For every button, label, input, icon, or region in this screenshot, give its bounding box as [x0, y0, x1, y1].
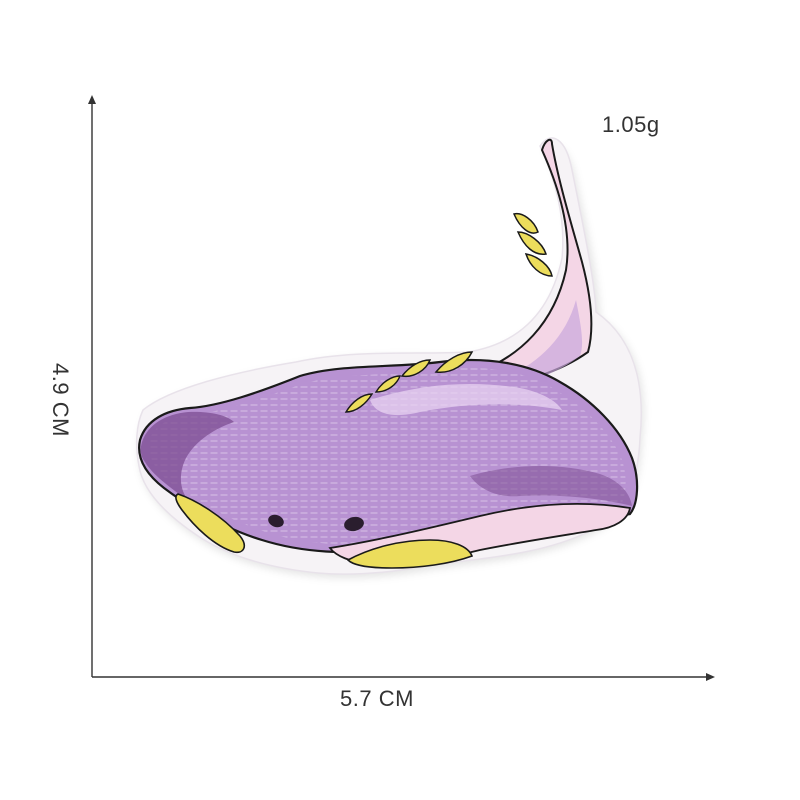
- dimension-axes: [88, 95, 715, 681]
- dorsal-stripe-1: [374, 375, 402, 393]
- body-stitch-texture: [149, 368, 626, 545]
- wing-dark-band: [140, 411, 234, 500]
- belly-fin: [346, 539, 474, 569]
- left-eye: [268, 514, 284, 528]
- tail-fin-lower: [524, 253, 553, 277]
- tail-fin-mid: [516, 231, 547, 255]
- width-label: 5.7 CM: [340, 686, 414, 711]
- weight-label: 1.05g: [602, 112, 660, 137]
- tail-fin-upper: [512, 212, 539, 234]
- back-highlight: [370, 384, 562, 416]
- dorsal-spike-1: [434, 351, 474, 373]
- tail-shading: [500, 300, 583, 386]
- height-label: 4.9 CM: [48, 363, 73, 437]
- dorsal-spike-2: [400, 359, 432, 378]
- width-axis-arrow: [706, 673, 715, 681]
- height-axis-arrow: [88, 95, 96, 104]
- stingray-patch: [135, 137, 644, 579]
- right-wing-dark-band: [470, 465, 632, 506]
- left-bottom-fin: [175, 493, 246, 554]
- right-eye: [344, 516, 364, 532]
- dorsal-stripe-2: [344, 393, 374, 413]
- stingray-tail: [476, 138, 593, 390]
